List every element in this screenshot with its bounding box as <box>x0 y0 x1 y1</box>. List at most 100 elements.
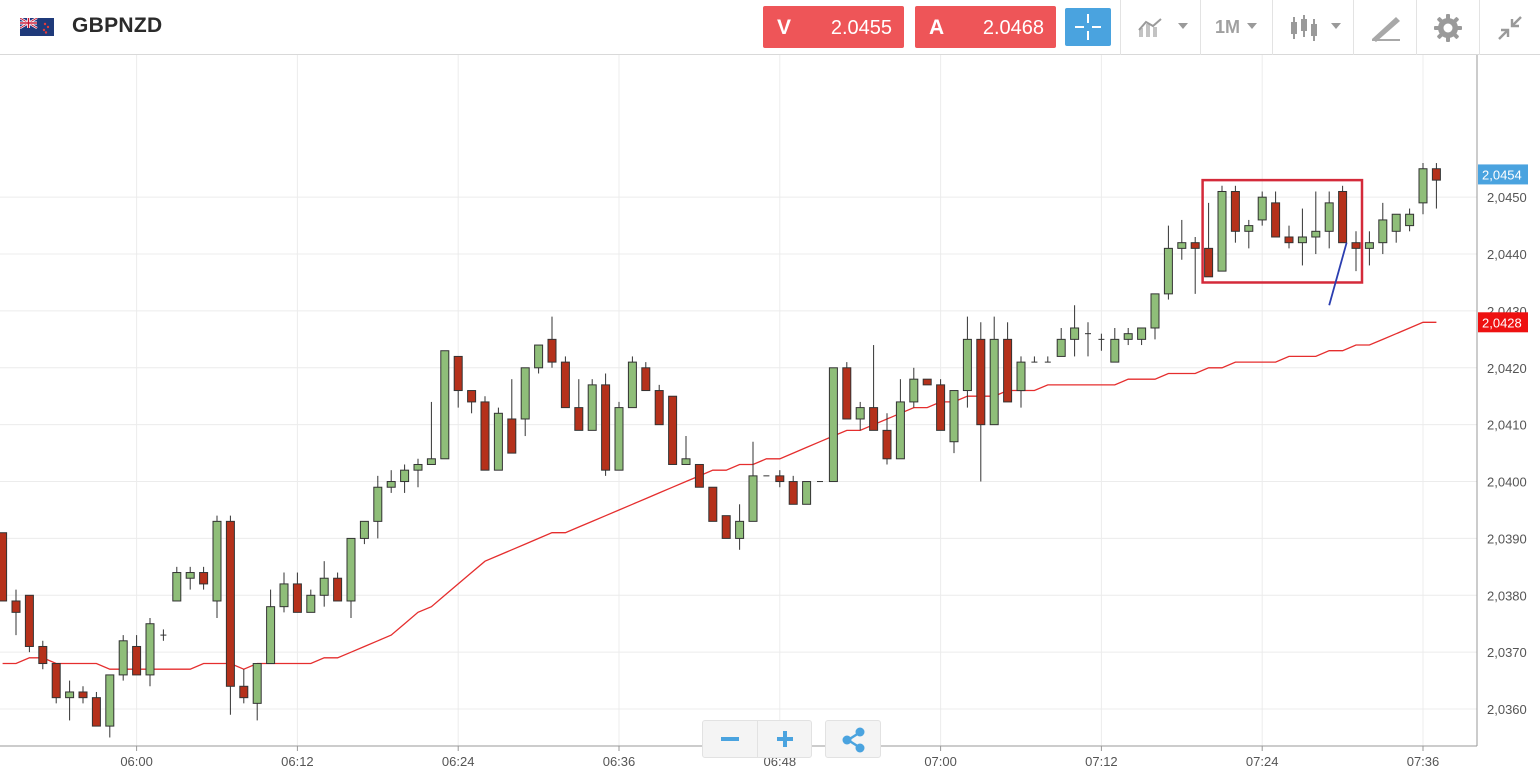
candle <box>1056 327 1066 357</box>
candle-body <box>1311 230 1321 238</box>
toolbar-divider <box>1272 0 1273 55</box>
candle-body <box>1338 190 1348 244</box>
candle-body <box>91 697 101 727</box>
candle-body <box>895 401 905 460</box>
current-price-tag-text: 2,0454 <box>1482 167 1522 182</box>
sell-button[interactable]: V 2.0455 <box>763 6 904 48</box>
candle-body <box>627 361 637 409</box>
drawing-tools-icon <box>1372 17 1400 42</box>
candle-body <box>962 338 972 392</box>
candle <box>1150 293 1160 340</box>
candle <box>400 464 410 493</box>
candle-body <box>949 390 959 443</box>
chart-type-icon <box>1138 18 1162 37</box>
candle-body <box>641 367 651 392</box>
candle <box>909 367 919 408</box>
candle <box>319 561 329 607</box>
candle <box>1098 333 1105 351</box>
zoom-controls <box>702 720 812 758</box>
zoom-in-button[interactable] <box>758 721 812 757</box>
candle-body <box>1297 236 1307 244</box>
ma-price-tag: 2,0428 <box>1478 312 1528 333</box>
crosshair-button[interactable] <box>1065 8 1111 46</box>
chevron-down-icon <box>1331 23 1341 29</box>
candle <box>413 458 423 488</box>
candle <box>560 356 570 409</box>
candle-body <box>547 338 557 363</box>
candle-body <box>132 645 142 676</box>
candle-body <box>24 594 34 647</box>
drawing-tools-button[interactable] <box>1354 0 1416 55</box>
y-tick-label: 2,0450 <box>1487 190 1527 205</box>
candle <box>1044 356 1051 363</box>
symbol-title: GBPNZD <box>72 14 163 37</box>
zoom-out-button[interactable] <box>703 721 758 757</box>
x-tick-label: 07:00 <box>924 754 957 769</box>
candle-body <box>1016 361 1026 392</box>
candle <box>346 537 356 619</box>
toolbar-divider <box>1416 0 1417 55</box>
candle <box>105 674 115 738</box>
highlight-box <box>1201 178 1364 284</box>
candle <box>1070 305 1080 357</box>
candle <box>199 566 209 590</box>
candle-body <box>1163 247 1173 295</box>
candle-body <box>426 458 436 465</box>
candle-body <box>1177 242 1187 249</box>
share-button[interactable] <box>825 720 881 758</box>
candle <box>1364 231 1374 266</box>
candlestick-chart[interactable]: 2,0360 2,0370 2,0380 2,0390 2,0400 2,0410 2,04… <box>0 55 1540 779</box>
candle <box>373 475 383 539</box>
candle <box>1230 185 1240 243</box>
chart-type-dropdown[interactable] <box>1121 0 1201 55</box>
candle <box>1244 219 1254 249</box>
candle <box>386 470 396 493</box>
candle <box>668 395 678 465</box>
candle-body <box>266 606 276 665</box>
candle <box>1431 163 1441 209</box>
timeframe-dropdown[interactable]: 1M <box>1201 0 1271 55</box>
candle <box>976 322 986 482</box>
candle <box>1123 327 1133 346</box>
collapse-button[interactable] <box>1480 0 1540 55</box>
candle <box>828 367 838 483</box>
candle <box>949 390 959 454</box>
settings-button[interactable] <box>1417 0 1479 55</box>
candle <box>869 345 879 431</box>
candle <box>1284 225 1294 249</box>
candle-body <box>386 481 396 488</box>
candle-body <box>1257 196 1267 221</box>
candle <box>922 378 932 386</box>
y-tick-label: 2,0390 <box>1487 531 1527 546</box>
candle-body <box>467 390 477 403</box>
ma-price-tag-box <box>1478 312 1528 333</box>
candle-body <box>453 355 463 392</box>
candle <box>359 520 369 545</box>
candle-body <box>828 367 838 483</box>
candle-body <box>869 407 879 431</box>
y-tick-label: 2,0440 <box>1487 247 1527 262</box>
candle <box>225 515 235 715</box>
candle-body <box>373 486 383 522</box>
candle-body <box>279 583 289 608</box>
candle <box>1418 163 1428 215</box>
candle <box>1338 185 1348 244</box>
candle-body <box>118 640 128 676</box>
annotation-arrow <box>1328 242 1348 306</box>
candle-style-dropdown[interactable] <box>1273 0 1353 55</box>
candle-body <box>1244 225 1254 232</box>
candle <box>989 316 999 426</box>
candle <box>172 566 182 602</box>
candle-body <box>1271 202 1281 238</box>
candle <box>587 379 597 431</box>
buy-button[interactable]: A 2.0468 <box>915 6 1056 48</box>
candle <box>91 691 101 727</box>
candle-body <box>1431 168 1441 181</box>
chart-area[interactable]: 2,0360 2,0370 2,0380 2,0390 2,0400 2,0410 2,04… <box>0 55 1540 779</box>
candle-body <box>694 463 704 488</box>
candle-body <box>882 429 892 460</box>
candle <box>145 618 155 687</box>
candle-body <box>212 520 222 602</box>
candle <box>24 594 34 653</box>
collapse-icon <box>1498 16 1522 40</box>
